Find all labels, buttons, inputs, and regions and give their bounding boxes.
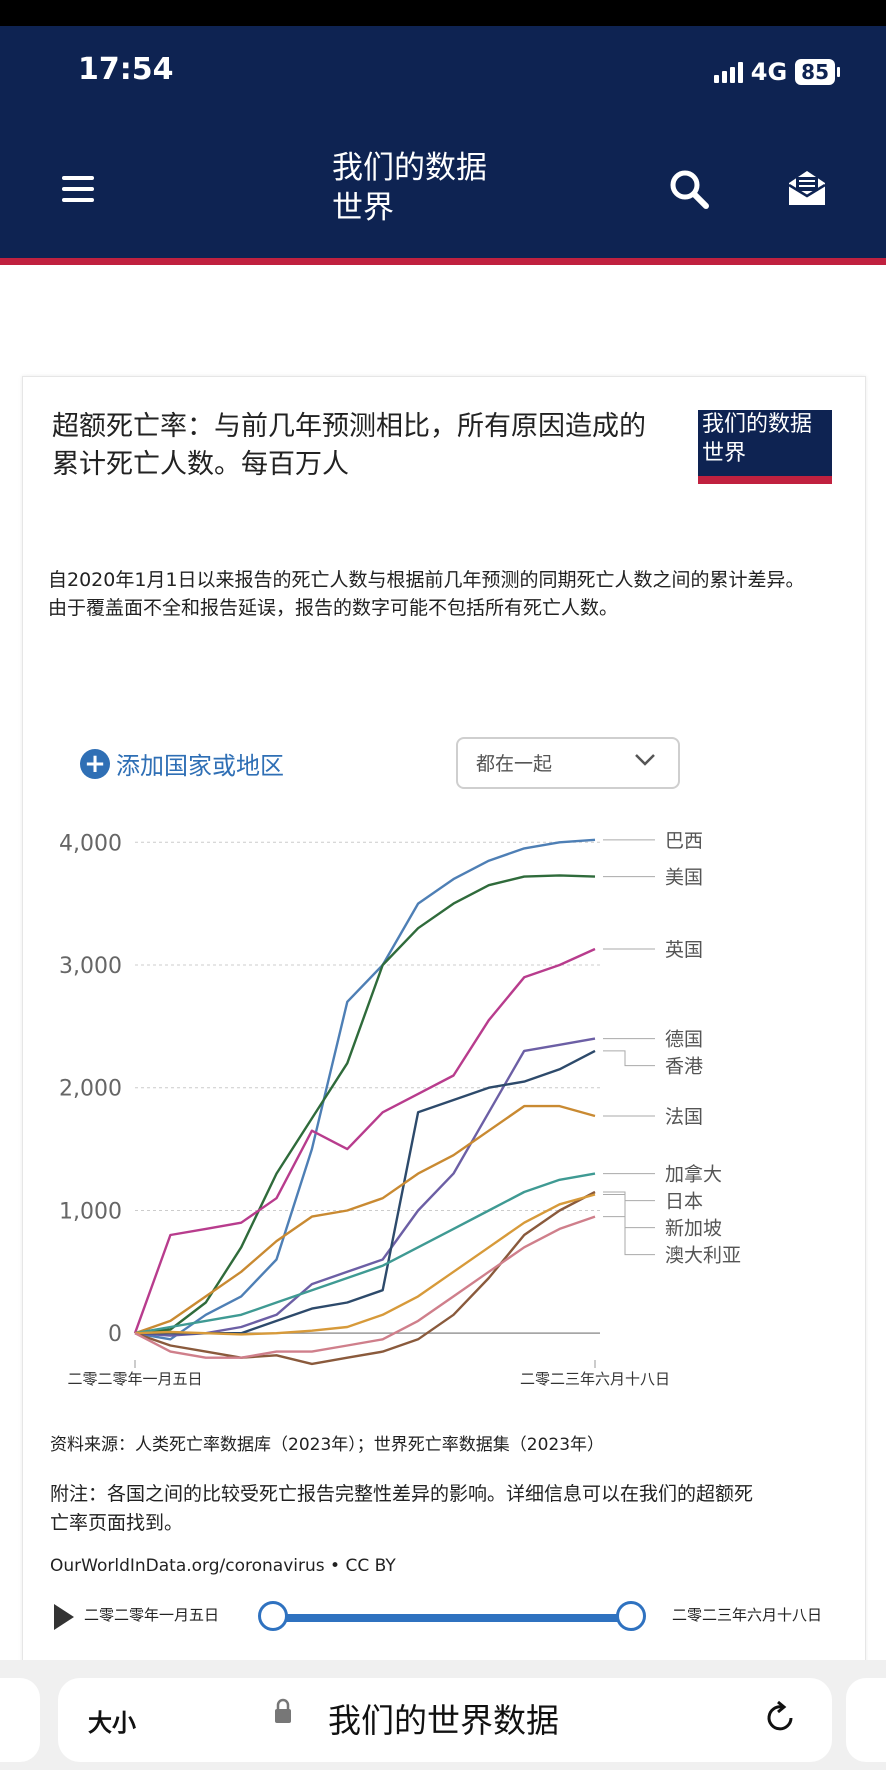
header-accent-line (0, 258, 886, 265)
reload-icon[interactable] (762, 1700, 798, 1736)
series-line-澳大利亚 (134, 1215, 596, 1359)
add-country-label: 添加国家或地区 (116, 752, 284, 780)
y-tick-label: 3,000 (59, 954, 122, 979)
chart-source: 资料来源：人类死亡率数据库（2023年）；世界死亡率数据集（2023年） (50, 1435, 605, 1455)
series-line-新加坡 (134, 1193, 596, 1336)
series-line-英国 (133, 947, 596, 1334)
timeline-start-handle[interactable] (258, 1601, 288, 1631)
legend-label: 英国 (665, 939, 703, 961)
y-tick-label: 4,000 (59, 831, 122, 856)
prev-tab-pill[interactable] (0, 1678, 40, 1762)
owid-logo[interactable]: 我们的数据世界 (698, 410, 832, 476)
text-size-button[interactable]: 大小 (88, 1709, 136, 1737)
y-tick-label: 2,000 (59, 1077, 122, 1102)
series-line-法国 (134, 1104, 596, 1335)
search-icon[interactable] (668, 168, 710, 210)
legend-leader (603, 1194, 655, 1229)
legend-leader (603, 1191, 655, 1202)
status-indicators: 4G 85 (713, 58, 840, 86)
legend-label: 澳大利亚 (665, 1245, 741, 1267)
battery-cap (837, 67, 840, 77)
network-label: 4G (750, 58, 788, 86)
legend-label: 加拿大 (665, 1163, 722, 1186)
chart-url[interactable]: OurWorldInData.org/coronavirus • CC BY (50, 1556, 396, 1576)
legend-label: 新加坡 (665, 1218, 722, 1240)
legend-leader (603, 1216, 655, 1256)
view-mode-value: 都在一起 (476, 753, 553, 775)
series-line-加拿大 (134, 1172, 596, 1335)
timeline-end-handle[interactable] (616, 1601, 646, 1631)
page-name[interactable]: 我们的世界数据 (328, 1701, 559, 1740)
lock-icon (275, 1698, 291, 1723)
legend-label: 德国 (665, 1029, 703, 1051)
series-line-日本 (134, 1190, 596, 1366)
menu-icon[interactable] (62, 176, 94, 209)
chart-note: 附注：各国之间的比较受死亡报告完整性差异的影响。详细信息可以在我们的超额死亡率页… (50, 1483, 754, 1534)
x-tick-label: 二零二零年一月五日 (67, 1370, 202, 1388)
x-tick-label: 二零二三年六月十八日 (520, 1370, 670, 1388)
chevron-down-icon (635, 754, 655, 766)
chart-title: 超额死亡率：与前几年预测相比，所有原因造成的累计死亡人数。每百万人 (52, 411, 646, 480)
view-mode-select[interactable]: 都在一起 (456, 737, 680, 789)
excess-mortality-chart: 0 1,000 2,000 3,000 4,000 二零二零年一月五日 二零二三年六月十八日… (59, 830, 741, 1388)
y-tick-label: 0 (108, 1322, 122, 1347)
plus-icon: + (80, 748, 110, 779)
legend-label: 香港 (665, 1056, 703, 1078)
series-line-巴西 (134, 838, 596, 1341)
add-country-button[interactable]: + 添加国家或地区 (80, 746, 284, 781)
legend-leader (603, 1050, 655, 1067)
battery-icon: 85 (795, 59, 835, 85)
timeline-slider[interactable] (272, 1614, 632, 1622)
address-bar[interactable] (58, 1678, 832, 1762)
top-black-band (0, 0, 886, 26)
y-tick-label: 1,000 (59, 1199, 122, 1224)
chart-card (22, 376, 866, 1668)
series-line-德国 (134, 1037, 596, 1337)
chart-subtitle: 自2020年1月1日以来报告的死亡人数与根据前几年预测的同期死亡人数之间的累计差… (48, 569, 805, 619)
legend-label: 巴西 (665, 830, 703, 852)
timeline-start-label: 二零二零年一月五日 (84, 1606, 220, 1624)
play-icon[interactable] (54, 1604, 74, 1630)
timeline-end-label: 二零二三年六月十八日 (672, 1606, 823, 1624)
owid-logo-accent (698, 476, 832, 484)
legend-label: 美国 (665, 867, 703, 889)
next-tab-pill[interactable] (846, 1678, 886, 1762)
status-time: 17:54 (78, 52, 174, 87)
legend-label: 日本 (665, 1191, 703, 1213)
signal-icon (713, 61, 743, 83)
newsletter-icon[interactable] (786, 168, 828, 208)
legend-label: 法国 (665, 1106, 703, 1128)
site-title[interactable]: 我们的数据世界 (332, 150, 487, 226)
